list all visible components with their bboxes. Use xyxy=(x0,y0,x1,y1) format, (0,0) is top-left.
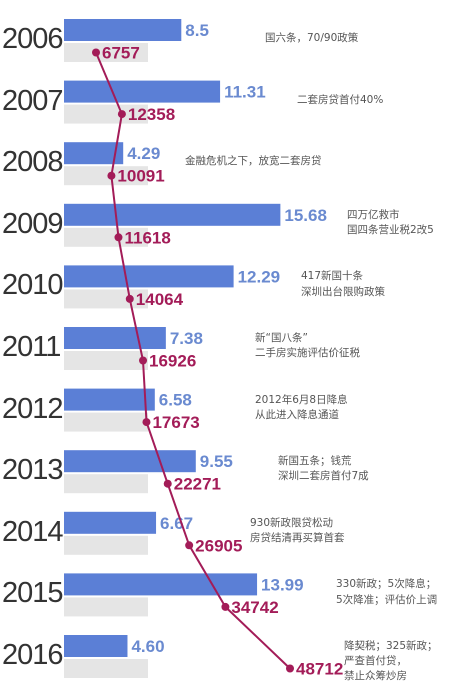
annotation-line: 2012年6月8日降息 xyxy=(255,393,348,406)
price-point xyxy=(92,48,100,57)
policy-index-bar xyxy=(64,635,128,657)
policy-index-bar xyxy=(64,19,182,41)
price-label: 11618 xyxy=(124,228,170,247)
annotation-line: 417新国十条 xyxy=(301,270,364,283)
annotation-line: 从此进入降息通道 xyxy=(255,408,339,421)
policy-index-bar xyxy=(64,388,155,411)
policy-index-label: 11.31 xyxy=(224,83,266,102)
gray-bar xyxy=(64,474,148,494)
annotation-line: 深圳二套房首付7成 xyxy=(278,470,369,483)
policy-index-bar xyxy=(64,203,281,226)
price-point xyxy=(185,541,194,550)
annotation-line: 930新政限贷松动 xyxy=(250,516,334,529)
policy-index-label: 12.29 xyxy=(238,267,281,286)
price-label: 10091 xyxy=(117,167,164,186)
policy-index-bar xyxy=(64,142,124,165)
year-label: 2006 xyxy=(2,23,64,55)
policy-index-label: 8.5 xyxy=(185,21,209,40)
annotation-line: 国四条营业税2改5 xyxy=(347,224,434,237)
price-label: 16926 xyxy=(149,352,196,371)
policy-index-label: 7.38 xyxy=(170,329,203,348)
policy-index-bar xyxy=(64,573,258,596)
price-label: 22271 xyxy=(174,475,221,494)
annotation-line: 330新政；5次降息； xyxy=(336,578,437,591)
gray-bar xyxy=(64,227,148,247)
policy-annotation: 金融危机之下，放宽二套房贷 xyxy=(185,154,322,169)
policy-annotation: 417新国十条深圳出台限购政策 xyxy=(301,269,385,299)
price-point xyxy=(114,233,123,242)
annotation-line: 新国五条；钱荒 xyxy=(278,455,352,468)
gray-bar xyxy=(64,104,148,124)
policy-annotation: 930新政限贷松动 房贷结清再买算首套 xyxy=(250,516,345,546)
policy-annotation: 国六条，70/90政策 xyxy=(265,31,358,46)
price-point xyxy=(286,664,294,673)
year-label: 2012 xyxy=(2,392,64,425)
annotation-line: 5次降准；评估价上调 xyxy=(336,593,438,606)
policy-index-label: 9.55 xyxy=(200,452,233,471)
annotation-line: 降契税；325新政； xyxy=(344,640,438,652)
gray-bar xyxy=(64,289,148,309)
annotation-line: 禁止众筹炒房 xyxy=(344,670,407,683)
annotation-line: 二手房实施评估价征税 xyxy=(255,347,360,360)
price-label: 34742 xyxy=(231,598,278,617)
gray-bar xyxy=(64,412,148,432)
policy-annotation: 2012年6月8日降息 从此进入降息通道 xyxy=(255,393,348,423)
gray-bar xyxy=(64,659,148,678)
price-label: 26905 xyxy=(195,536,242,555)
year-label: 2014 xyxy=(2,515,64,548)
policy-annotation: 降契税；325新政； 严查首付贷， 禁止众筹炒房 xyxy=(344,639,438,685)
policy-annotation: 新“国八条” 二手房实施评估价征税 xyxy=(255,331,360,361)
annotation-line: 四万亿救市 xyxy=(347,208,400,221)
price-point xyxy=(163,479,172,488)
gray-bar xyxy=(64,597,148,617)
price-label: 12358 xyxy=(128,105,175,124)
policy-index-bar xyxy=(64,265,234,288)
policy-annotation: 四万亿救市国四条营业税2改5 xyxy=(347,208,434,238)
year-label: 2011 xyxy=(2,331,61,363)
policy-annotation: 二套房贷首付40% xyxy=(297,93,383,108)
policy-index-bar xyxy=(64,511,157,534)
price-label: 17673 xyxy=(152,413,199,432)
annotation-line: 新“国八条” xyxy=(255,332,308,344)
policy-index-label: 15.68 xyxy=(284,206,327,225)
policy-index-label: 6.67 xyxy=(160,514,193,533)
gray-bar xyxy=(64,535,148,555)
policy-index-bar xyxy=(64,450,196,473)
year-label: 2013 xyxy=(2,454,64,487)
gray-bar xyxy=(64,351,148,370)
year-label: 2015 xyxy=(2,577,64,610)
price-point xyxy=(142,418,151,427)
policy-annotation: 新国五条；钱荒深圳二套房首付7成 xyxy=(278,454,369,484)
price-label: 6757 xyxy=(102,44,140,63)
price-label: 14064 xyxy=(136,290,184,309)
gray-bar xyxy=(64,166,148,186)
price-label: 48712 xyxy=(296,660,343,679)
year-label: 2010 xyxy=(2,269,64,302)
annotation-line: 二套房贷首付40% xyxy=(297,93,384,106)
gray-bar xyxy=(64,43,148,62)
policy-index-label: 6.58 xyxy=(159,391,192,410)
price-point xyxy=(139,356,148,365)
policy-index-bar xyxy=(64,327,166,349)
price-point xyxy=(221,602,230,611)
policy-index-label: 4.60 xyxy=(131,637,164,656)
year-label: 2016 xyxy=(2,639,64,671)
annotation-line: 深圳出台限购政策 xyxy=(301,285,385,298)
price-point xyxy=(117,110,126,119)
annotation-line: 严查首付贷， xyxy=(344,655,407,668)
annotation-line: 房贷结清再买算首套 xyxy=(250,532,345,545)
policy-annotation: 330新政；5次降息； 5次降准；评估价上调 xyxy=(336,577,437,607)
policy-index-label: 13.99 xyxy=(261,575,304,594)
price-point xyxy=(107,171,116,180)
annotation-line: 国六条，70/90政策 xyxy=(265,32,359,44)
policy-index-label: 4.29 xyxy=(127,144,160,163)
annotation-line: 金融危机之下，放宽二套房贷 xyxy=(185,155,322,168)
policy-index-bar xyxy=(64,80,221,103)
price-point xyxy=(125,294,134,303)
year-label: 2007 xyxy=(2,84,64,117)
year-label: 2009 xyxy=(2,207,64,240)
year-label: 2008 xyxy=(2,146,64,179)
